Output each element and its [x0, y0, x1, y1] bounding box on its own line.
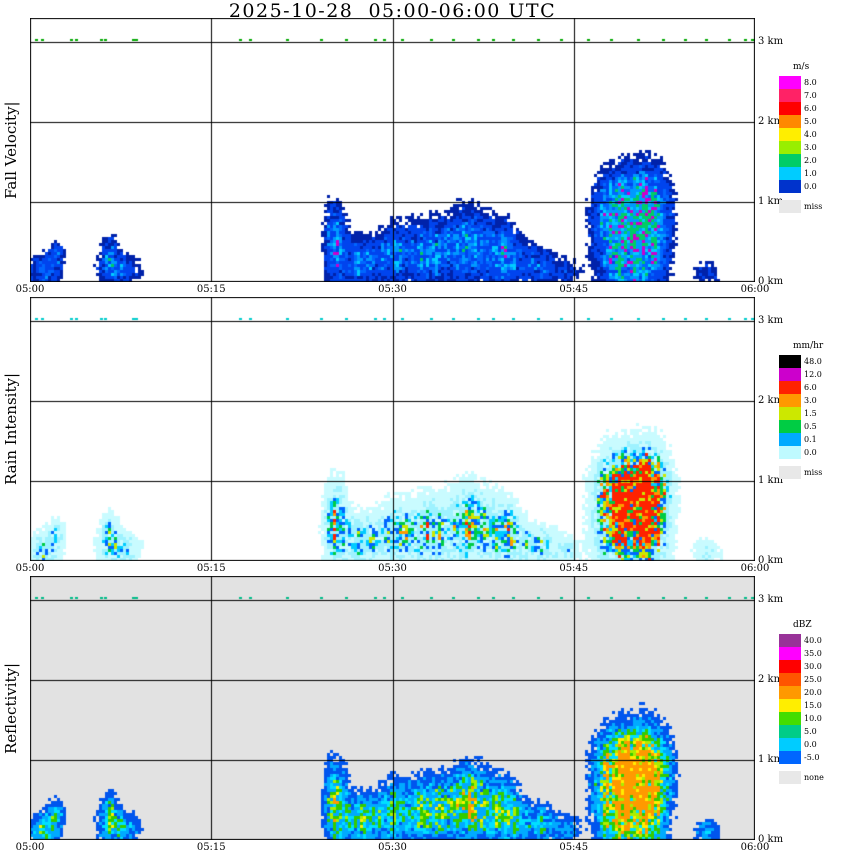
colorbar-segment: 0.1: [779, 433, 849, 446]
colorbar-segment: -5.0: [779, 751, 849, 764]
fall-velocity-colorbar: m/s 8.0 7.0 6.0 5.0 4.0 3.0 2.0 1.0 0.0 miss: [779, 62, 849, 213]
panel-fall-velocity: Fall Velocity| 3 km 2 km 1 km 0 km 05:00 05:…: [0, 18, 850, 296]
colorbar-segment: 5.0: [779, 115, 849, 128]
colorbar-segment: 48.0: [779, 355, 849, 368]
fall-velocity-heatmap: [30, 18, 755, 282]
colorbar-segment: 3.0: [779, 394, 849, 407]
colorbar-missing-segment: miss: [779, 466, 849, 479]
time-tick-label: 06:00: [740, 842, 770, 853]
time-tick-label: 05:45: [559, 284, 589, 295]
time-tick-label: 05:00: [15, 563, 45, 574]
colorbar-segment: 20.0: [779, 686, 849, 699]
rain-intensity-axis-title: Rain Intensity|: [2, 373, 20, 486]
height-tick-label: 3 km: [758, 36, 784, 47]
colorbar-segment: 6.0: [779, 381, 849, 394]
height-tick-label: 2 km: [758, 116, 784, 127]
fall-velocity-axis-title: Fall Velocity|: [2, 101, 20, 199]
panel-reflectivity: Reflectivity| 3 km 2 km 1 km 0 km 05:00 05:1…: [0, 576, 850, 854]
colorbar-segment: 0.0: [779, 180, 849, 193]
colorbar-segment: 0.5: [779, 420, 849, 433]
colorbar-segment: 15.0: [779, 699, 849, 712]
time-tick-label: 05:15: [196, 842, 226, 853]
colorbar-missing-segment: none: [779, 771, 849, 784]
panel-rain-intensity: Rain Intensity| 3 km 2 km 1 km 0 km 05:00 05…: [0, 297, 850, 575]
rain-intensity-colorbar: mm/hr 48.0 12.0 6.0 3.0 1.5 0.5 0.1 0.0 miss: [779, 341, 849, 479]
time-tick-label: 05:30: [378, 563, 407, 574]
colorbar-segment: 4.0: [779, 128, 849, 141]
reflectivity-axis-title: Reflectivity|: [2, 662, 20, 754]
colorbar-segment: 0.0: [779, 446, 849, 459]
height-tick-label: 2 km: [758, 674, 784, 685]
time-tick-label: 05:15: [196, 284, 226, 295]
rain-intensity-units: mm/hr: [793, 341, 824, 351]
height-tick-label: 0 km: [758, 555, 784, 566]
reflectivity-colorbar: dBZ 40.0 35.0 30.0 25.0 20.0 15.0 10.0 5.0 0.0 -5…: [779, 620, 849, 784]
colorbar-segment: 40.0: [779, 634, 849, 647]
time-tick-label: 06:00: [740, 284, 770, 295]
colorbar-segment: 1.5: [779, 407, 849, 420]
height-tick-label: 2 km: [758, 395, 784, 406]
colorbar-segment: 35.0: [779, 647, 849, 660]
time-tick-label: 05:00: [15, 284, 45, 295]
time-tick-label: 05:15: [196, 563, 226, 574]
rain-intensity-heatmap: [30, 297, 755, 561]
height-tick-label: 1 km: [758, 475, 784, 486]
time-tick-label: 05:45: [559, 563, 589, 574]
colorbar-segment: 1.0: [779, 167, 849, 180]
colorbar-segment: 25.0: [779, 673, 849, 686]
colorbar-segment: 10.0: [779, 712, 849, 725]
reflectivity-colorbar-segments: 40.0 35.0 30.0 25.0 20.0 15.0 10.0 5.0 0.0 -5.0 no…: [779, 634, 849, 784]
rain-intensity-colorbar-segments: 48.0 12.0 6.0 3.0 1.5 0.5 0.1 0.0 miss: [779, 355, 849, 479]
colorbar-segment: 12.0: [779, 368, 849, 381]
height-tick-label: 3 km: [758, 594, 784, 605]
reflectivity-heatmap: [30, 576, 755, 840]
height-tick-label: 0 km: [758, 276, 784, 287]
reflectivity-units: dBZ: [793, 620, 812, 630]
height-tick-label: 0 km: [758, 834, 784, 845]
colorbar-segment: 6.0: [779, 102, 849, 115]
colorbar-segment: 3.0: [779, 141, 849, 154]
figure-title: 2025-10-28 05:00-06:00 UTC: [228, 0, 557, 22]
height-tick-label: 1 km: [758, 196, 784, 207]
colorbar-segment: 5.0: [779, 725, 849, 738]
colorbar-segment: 7.0: [779, 89, 849, 102]
fall-velocity-units: m/s: [793, 62, 810, 72]
colorbar-segment: 2.0: [779, 154, 849, 167]
colorbar-segment: 0.0: [779, 738, 849, 751]
height-tick-label: 1 km: [758, 754, 784, 765]
time-tick-label: 05:30: [378, 284, 407, 295]
colorbar-missing-segment: miss: [779, 200, 849, 213]
time-tick-label: 05:30: [378, 842, 407, 853]
time-tick-label: 06:00: [740, 563, 770, 574]
colorbar-segment: 8.0: [779, 76, 849, 89]
time-tick-label: 05:45: [559, 842, 589, 853]
fall-velocity-colorbar-segments: 8.0 7.0 6.0 5.0 4.0 3.0 2.0 1.0 0.0 miss: [779, 76, 849, 213]
time-tick-label: 05:00: [15, 842, 45, 853]
colorbar-segment: 30.0: [779, 660, 849, 673]
height-tick-label: 3 km: [758, 315, 784, 326]
